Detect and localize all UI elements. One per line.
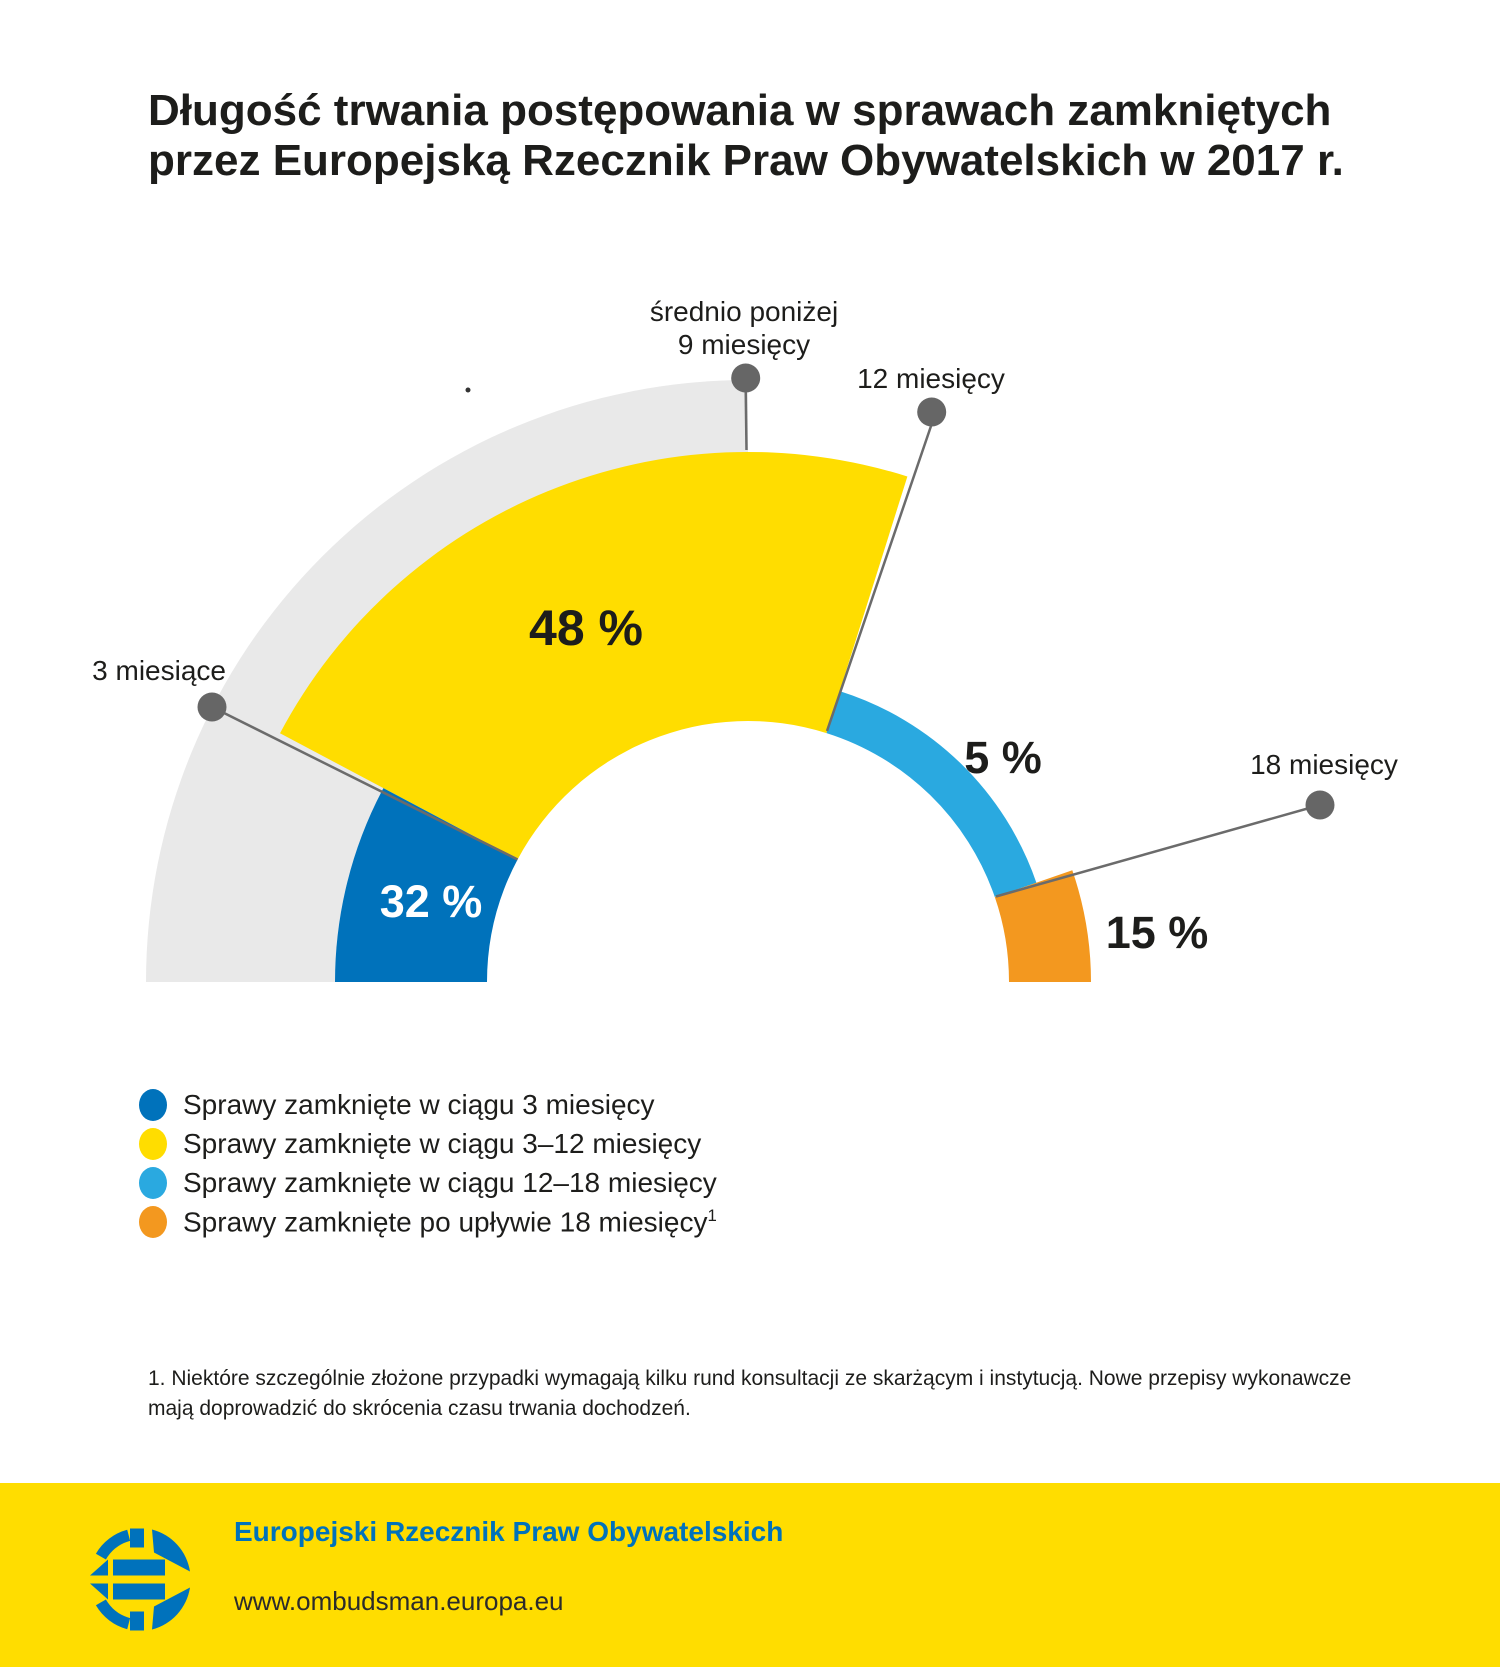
marker-label-3m: 3 miesiące (92, 655, 226, 686)
marker-label-average-line2: 9 miesięcy (677, 329, 811, 360)
value-label-3-12-months: 48 % (529, 600, 643, 656)
marker-dot-18m (1305, 790, 1335, 820)
footer-organization: Europejski Rzecznik Praw Obywatelskich (234, 1516, 784, 1547)
segment-3-12-months (280, 451, 908, 860)
legend-item-0-3-months: Sprawy zamknięte w ciągu 3 miesięcy (139, 1089, 717, 1121)
legend-swatch-yellow (139, 1128, 167, 1160)
page-title-line1: Długość trwania postępowania w sprawach … (148, 86, 1332, 135)
legend-swatch-blue (139, 1089, 167, 1121)
marker-label-12m: 12 miesięcy (857, 363, 1005, 394)
legend: Sprawy zamknięte w ciągu 3 miesięcy Spra… (139, 1089, 717, 1245)
marker-label-average-9m: średnio poniżej 9 miesięcy (544, 295, 944, 361)
legend-swatch-orange (139, 1206, 167, 1238)
marker-dot-12m (917, 397, 947, 427)
page-title: Długość trwania postępowania w sprawach … (148, 86, 1344, 186)
marker-label-average-line1: średnio poniżej (649, 296, 839, 327)
european-ombudsman-logo-icon (90, 1528, 190, 1631)
legend-item-3-12-months: Sprawy zamknięte w ciągu 3–12 miesięcy (139, 1128, 717, 1160)
value-label-12-18-months: 5 % (964, 732, 1042, 783)
value-label-0-3-months: 32 % (379, 876, 483, 927)
leader-line-12m (825, 423, 933, 732)
legend-label: Sprawy zamknięte po upływie 18 miesięcy1 (183, 1206, 717, 1238)
legend-label: Sprawy zamknięte w ciągu 12–18 miesięcy (183, 1167, 717, 1198)
footer-url: www.ombudsman.europa.eu (234, 1586, 564, 1616)
page-title-line2: przez Europejską Rzecznik Praw Obywatels… (148, 136, 1344, 185)
segment-over-18-months (994, 870, 1091, 982)
marker-dot-3m (197, 692, 227, 722)
legend-footnote-ref: 1 (707, 1205, 717, 1225)
legend-item-12-18-months: Sprawy zamknięte w ciągu 12–18 miesięcy (139, 1167, 717, 1199)
value-label-over-18-months: 15 % (1105, 907, 1209, 958)
segment-12-18-months (826, 691, 1037, 897)
legend-swatch-lightblue (139, 1167, 167, 1199)
marker-label-18m: 18 miesięcy (1250, 749, 1398, 780)
footnote: 1. Niektóre szczególnie złożone przypadk… (148, 1367, 1352, 1420)
legend-label: Sprawy zamknięte w ciągu 3 miesięcy (183, 1089, 655, 1120)
legend-label-text: Sprawy zamknięte po upływie 18 miesięcy (183, 1206, 708, 1238)
leader-line-18m (995, 803, 1321, 898)
legend-item-over-18-months: Sprawy zamknięte po upływie 18 miesięcy1 (139, 1206, 717, 1238)
stray-mark (465, 387, 471, 393)
legend-label: Sprawy zamknięte w ciągu 3–12 miesięcy (183, 1128, 702, 1159)
footer-band (0, 1483, 1500, 1667)
marker-dot-9m (731, 363, 761, 393)
leader-line-3m (211, 705, 519, 861)
leader-line-9m (744, 389, 748, 451)
